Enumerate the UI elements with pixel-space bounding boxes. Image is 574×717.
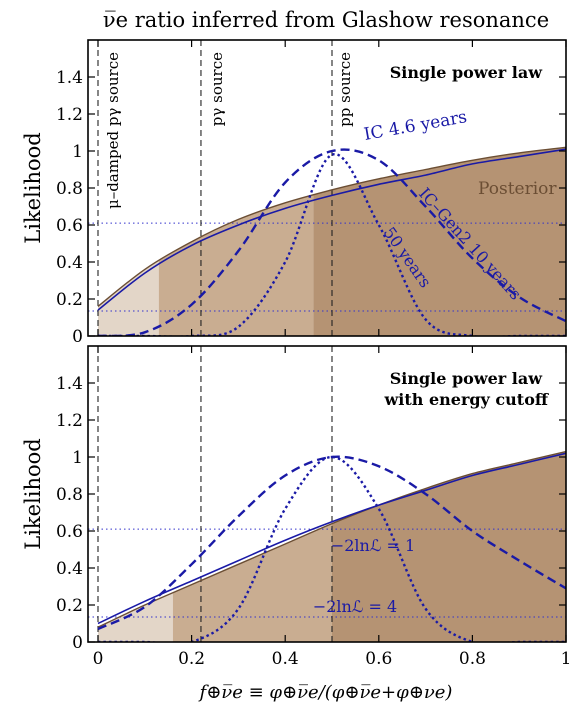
- label-pgamma-source: pγ source: [208, 52, 226, 126]
- top-posterior-region-outer-low: [98, 261, 159, 336]
- bottom-annotation-line1: Single power law: [390, 369, 544, 388]
- label-ic-4-6-years: IC 4.6 years: [362, 107, 468, 145]
- top-ytick-label: 0.8: [56, 179, 83, 199]
- x-axis-label: f⊕ν̅e ≡ φ⊕ν̅e/(φ⊕ν̅e+φ⊕νe): [198, 682, 453, 703]
- bottom-ytick-label: 1.4: [56, 374, 83, 394]
- label-posterior: Posterior: [478, 179, 557, 199]
- bottom-annotation-line2: with energy cutoff: [384, 390, 549, 409]
- xtick-label: 1: [561, 649, 572, 669]
- xtick-label: 0.4: [272, 649, 299, 669]
- xtick-label: 0.6: [365, 649, 392, 669]
- label-2lnl-1: −2lnℒ = 1: [331, 536, 415, 555]
- bottom-ytick-label: 0: [72, 633, 83, 653]
- bottom-ytick-label: 0.2: [56, 596, 83, 616]
- top-ytick-label: 0.6: [56, 216, 83, 236]
- bottom-ytick-label: 1: [72, 448, 83, 468]
- top-ytick-label: 0: [72, 327, 83, 347]
- top-posterior-curve: [97, 146, 566, 307]
- top-curve-solid: [97, 148, 566, 311]
- bottom-curve-solid: [97, 452, 566, 625]
- xtick-label: 0.2: [178, 649, 205, 669]
- top-curve-dashed: [97, 148, 566, 336]
- top-posterior-region-core: [313, 147, 566, 336]
- bottom-curve-dashed: [97, 455, 566, 631]
- top-ytick-label: 1.2: [56, 105, 83, 125]
- chart-title: ν̅e ratio inferred from Glashow resonanc…: [103, 8, 549, 32]
- xtick-label: 0: [93, 649, 104, 669]
- xtick-label: 0.8: [459, 649, 486, 669]
- panel-bottom: 0 0.2 0.4 0.6 0.8 1 1.2 1.4 Likelihood Single p…: [21, 345, 567, 653]
- bottom-posterior-region-core: [332, 451, 566, 642]
- top-ytick-label: 0.4: [56, 253, 83, 273]
- top-annotation: Single power law: [390, 63, 544, 82]
- bottom-posterior-curve: [97, 450, 566, 628]
- top-ylabel: Likelihood: [21, 132, 45, 244]
- label-mu-damped-source: μ–damped pγ source: [104, 52, 122, 209]
- bottom-ytick-label: 0.4: [56, 559, 83, 579]
- bottom-ytick-label: 1.2: [56, 411, 83, 431]
- panel-top: 0 0.2 0.4 0.6 0.8 1 1.2 1.4 Likelihood Single p…: [21, 39, 567, 347]
- top-ytick-label: 1: [72, 142, 83, 162]
- bottom-ytick-label: 0.8: [56, 485, 83, 505]
- top-ytick-label: 1.4: [56, 68, 83, 88]
- bottom-ylabel: Likelihood: [21, 438, 45, 550]
- top-ytick-label: 0.2: [56, 290, 83, 310]
- label-2lnl-4: −2lnℒ = 4: [313, 597, 397, 616]
- label-pp-source: pp source: [336, 52, 354, 127]
- top-posterior-region-middle: [158, 195, 314, 336]
- bottom-ytick-label: 0.6: [56, 522, 83, 542]
- bottom-posterior-region-outer-low: [98, 592, 173, 642]
